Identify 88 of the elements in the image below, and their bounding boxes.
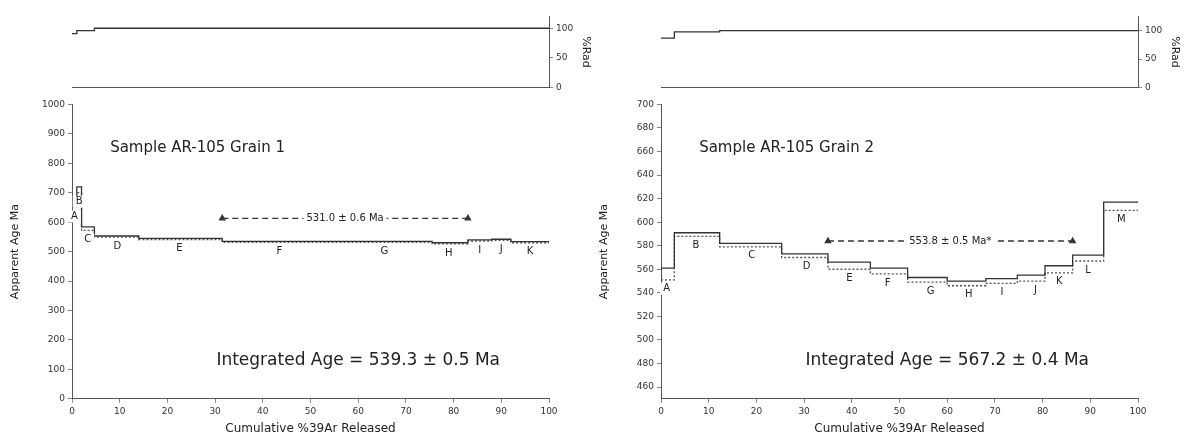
text: Sample AR-105 Grain 1 xyxy=(110,138,286,157)
annotation: C xyxy=(84,233,92,244)
y-tick-label: 600 xyxy=(636,216,655,227)
y-tick-label: 620 xyxy=(636,192,655,203)
x-tick-label: 40 xyxy=(846,405,858,416)
annotation: 553.8 ± 0.5 Ma* xyxy=(909,234,992,246)
y-tick-label: 0 xyxy=(59,393,66,404)
x-tick-label: 70 xyxy=(989,405,1001,416)
annotation: C xyxy=(748,249,756,261)
y-tick-label: 640 xyxy=(636,169,655,180)
annotation: I xyxy=(1000,285,1004,297)
y-axis-title: %Rad xyxy=(579,36,593,68)
x-tick-label: 30 xyxy=(209,405,222,416)
y-tick-label: 100 xyxy=(47,363,66,374)
annotation: J xyxy=(1032,283,1037,295)
annotation: J xyxy=(498,243,503,255)
x-tick-label: 20 xyxy=(161,405,174,416)
y-tick-label: 700 xyxy=(47,187,66,198)
y-tick-label: 660 xyxy=(636,145,655,156)
x-axis-title: Cumulative %39Ar Released xyxy=(814,420,985,435)
y-axis-title: Apparent Age Ma xyxy=(8,204,22,300)
annotation: G xyxy=(380,245,389,257)
x-tick-label: 90 xyxy=(495,405,508,416)
y-tick-label: 0 xyxy=(556,81,562,92)
x-tick-label: 0 xyxy=(658,405,665,416)
annotation: E xyxy=(846,271,853,283)
y-axis-title: %Rad xyxy=(1168,36,1182,68)
x-tick-label: 50 xyxy=(893,405,906,416)
annotation: L xyxy=(1085,263,1092,275)
y-tick-label: 460 xyxy=(636,381,655,392)
annotation: A xyxy=(663,282,671,294)
annotation: F xyxy=(276,245,283,257)
y-tick-label: 100 xyxy=(556,22,574,33)
y-tick-label: 800 xyxy=(47,157,66,168)
annotation: I xyxy=(478,243,482,255)
y-tick-label: 50 xyxy=(556,52,568,63)
x-tick-label: 10 xyxy=(702,405,715,416)
annotation: Integrated Age = 539.3 ± 0.5 Ma xyxy=(216,348,500,369)
y-tick-label: 500 xyxy=(47,245,66,256)
y-tick-label: 600 xyxy=(47,216,66,227)
annotation: E xyxy=(176,242,183,254)
annotation: G xyxy=(926,284,935,296)
y-tick-label: 400 xyxy=(47,275,66,286)
annotation: 531.0 ± 0.6 Ma xyxy=(306,211,384,223)
y-tick-label: 700 xyxy=(636,98,655,109)
annotation: K xyxy=(526,245,534,257)
x-tick-label: 50 xyxy=(304,405,317,416)
annotation: H xyxy=(445,246,453,258)
annotation: A xyxy=(70,210,78,222)
y-axis-title: Apparent Age Ma xyxy=(597,204,611,300)
annotation: K xyxy=(1056,275,1064,287)
y-tick-label: 540 xyxy=(636,287,655,298)
y-tick-label: 50 xyxy=(1145,53,1157,64)
y-tick-label: 900 xyxy=(47,128,66,139)
y-tick-label: 500 xyxy=(636,334,655,345)
x-tick-label: 80 xyxy=(447,405,460,416)
annotation: H xyxy=(964,288,973,300)
y-tick-label: 1000 xyxy=(42,98,66,109)
y-tick-label: 100 xyxy=(1145,24,1163,35)
x-tick-label: 80 xyxy=(1036,405,1049,416)
annotation: F xyxy=(884,276,891,288)
y-tick-label: 520 xyxy=(636,310,655,321)
y-tick-label: 680 xyxy=(636,122,655,133)
annotation: D xyxy=(113,239,122,251)
annotation: B xyxy=(75,195,83,207)
x-axis-title: Cumulative %39Ar Released xyxy=(225,420,396,435)
y-tick-label: 480 xyxy=(636,357,655,368)
x-tick-label: 20 xyxy=(750,405,763,416)
x-tick-label: 100 xyxy=(1129,405,1147,416)
y-tick-label: 300 xyxy=(47,304,66,315)
x-tick-label: 40 xyxy=(257,405,269,416)
annotation: Integrated Age = 567.2 ± 0.4 Ma xyxy=(805,348,1089,369)
y-tick-label: 560 xyxy=(636,263,655,274)
x-tick-label: 60 xyxy=(941,405,954,416)
text: Sample AR-105 Grain 2 xyxy=(699,138,875,157)
annotation: B xyxy=(692,238,700,250)
x-tick-label: 100 xyxy=(540,405,558,416)
y-tick-label: 580 xyxy=(636,240,655,251)
x-tick-label: 0 xyxy=(69,405,76,416)
x-tick-label: 70 xyxy=(400,405,412,416)
annotation: M xyxy=(1116,212,1126,224)
y-tick-label: 0 xyxy=(1145,81,1151,92)
y-tick-label: 200 xyxy=(47,334,66,345)
x-tick-label: 90 xyxy=(1084,405,1097,416)
x-tick-label: 30 xyxy=(798,405,811,416)
annotation: D xyxy=(802,260,811,272)
x-tick-label: 60 xyxy=(352,405,365,416)
x-tick-label: 10 xyxy=(113,405,126,416)
